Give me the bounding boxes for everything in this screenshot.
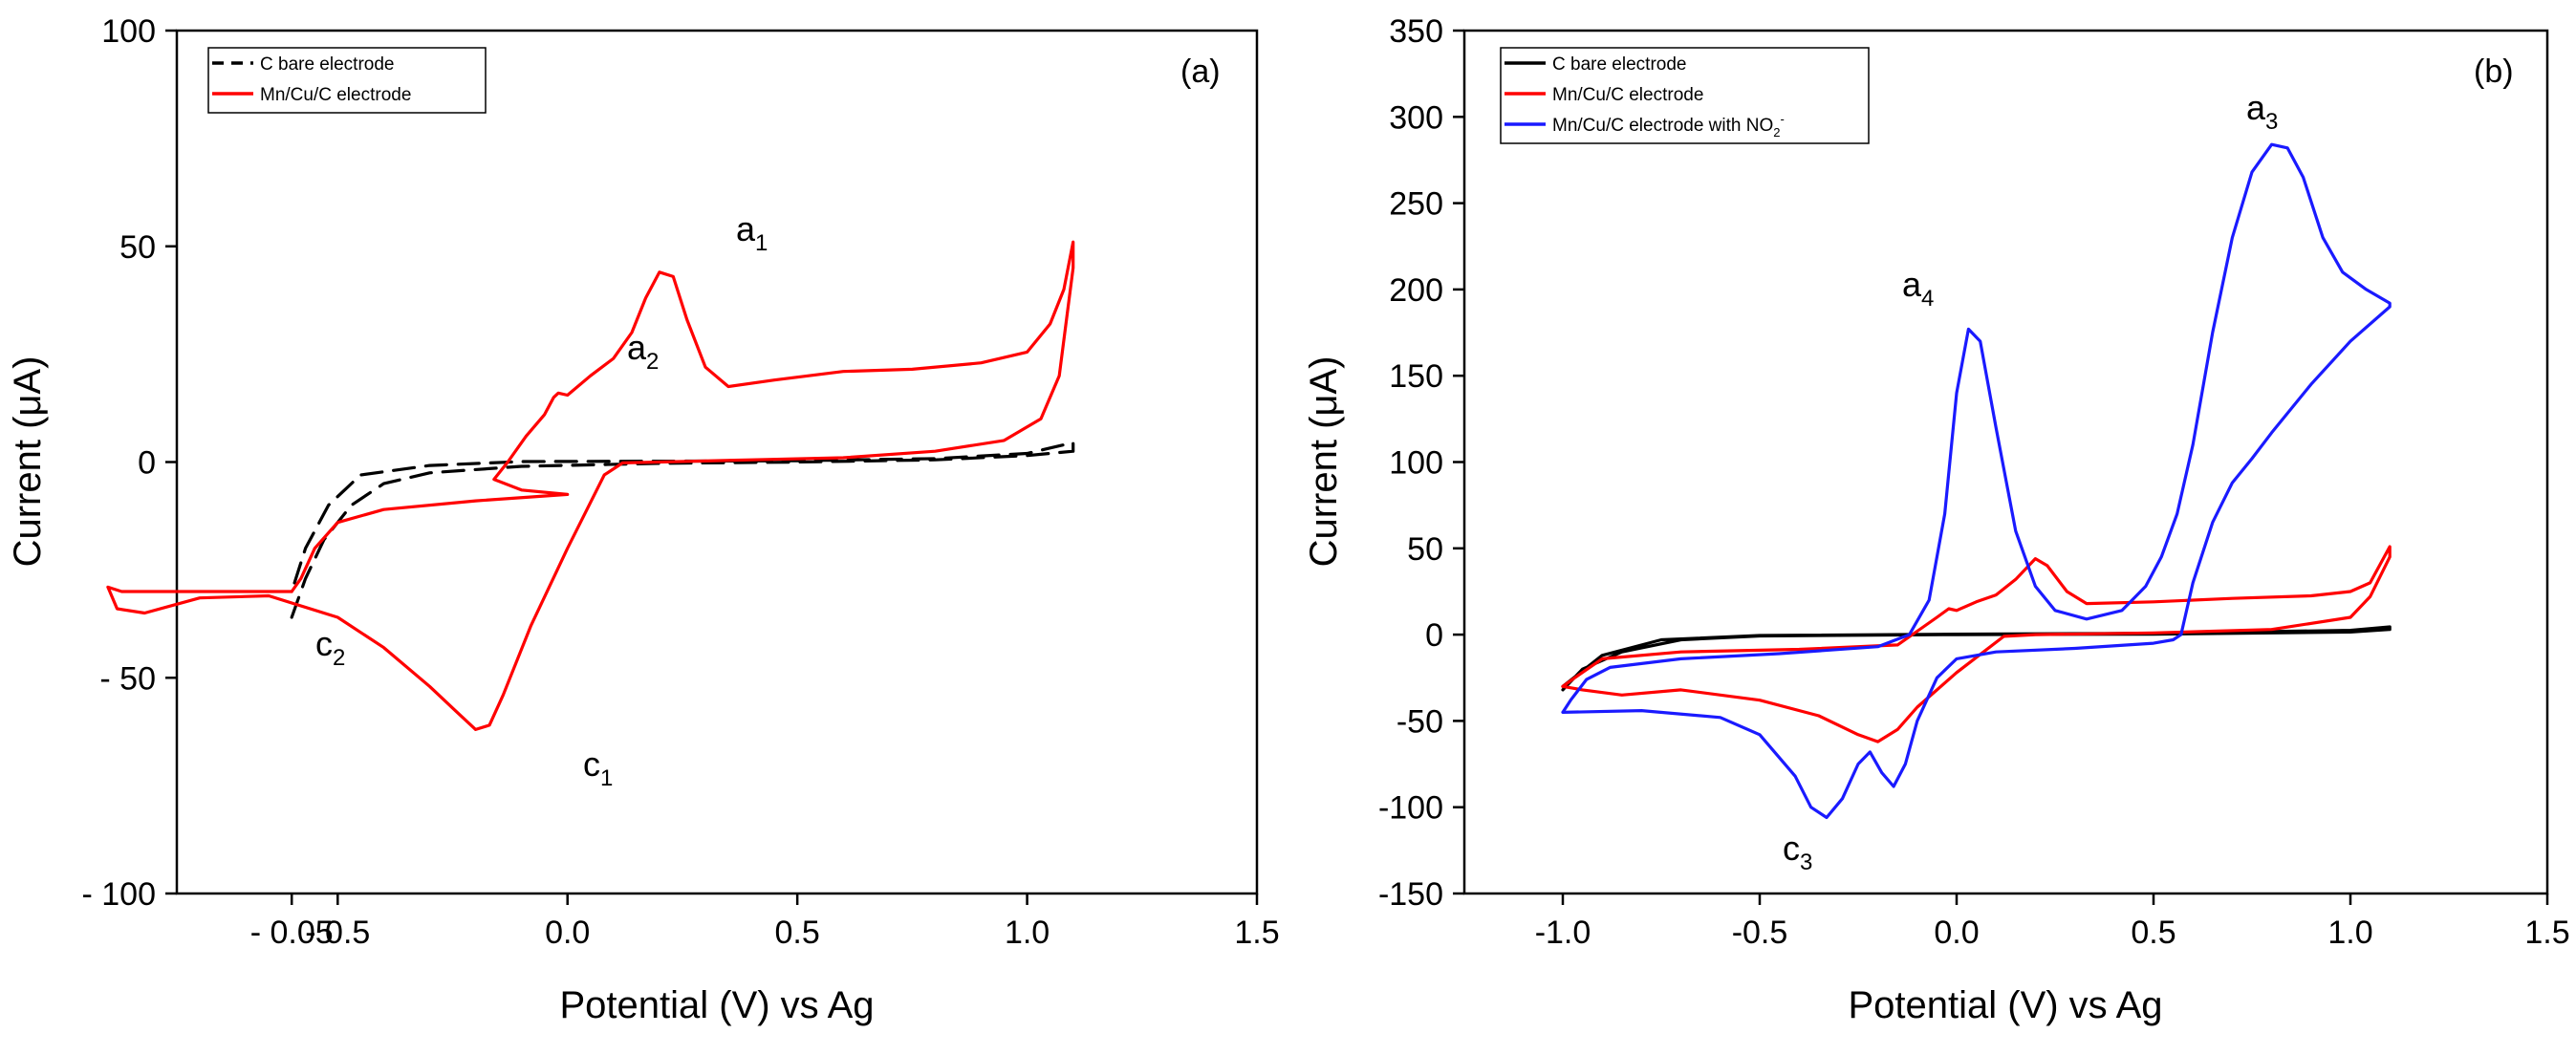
y-tick-label-a-2: 0 [138, 445, 156, 482]
series-group-b [1561, 142, 2392, 820]
peak-label-a4: a4 [1902, 265, 1934, 312]
y-tick-label-b-8: -50 [1396, 703, 1443, 740]
x-tick-label-a-3: 0.5 [775, 915, 820, 951]
peak-label-c2: c2 [315, 624, 345, 671]
y-tick-label-b-3: 200 [1389, 272, 1443, 309]
peak-a3-letter: a [2246, 88, 2266, 127]
legend-b: C bare electrode Mn/Cu/C electrode Mn/Cu… [1500, 47, 1870, 144]
series-line-b-0 [1561, 625, 2392, 692]
x-tick-label-b-2: 0.0 [1934, 915, 1979, 951]
y-axis-title-b: Current (μA) [1303, 356, 1345, 568]
peak-a2-letter: a [627, 328, 647, 367]
series-line-b-2 [1561, 142, 2392, 820]
y-tick-label-a-0: 100 [101, 13, 156, 50]
panel-label-b: (b) [2474, 54, 2514, 90]
legend-box-a [207, 47, 487, 114]
y-ticks-b: 350 300 250 200 150 100 50 0 -50 -100 -150 [1378, 13, 1464, 913]
peak-c2-letter: c [315, 624, 333, 663]
peak-a1-letter: a [736, 209, 756, 248]
y-tick-label-b-9: -100 [1378, 790, 1443, 827]
legend-label-bare-b: C bare electrode [1552, 54, 1686, 75]
x-tick-label-b-3: 0.5 [2131, 915, 2176, 951]
x-tick-label-b-1: -0.5 [1732, 915, 1788, 951]
plot-frame-b [1462, 29, 2549, 895]
x-ticks-b: -1.0 -0.5 0.0 0.5 1.0 1.5 [1535, 894, 2570, 951]
peak-a4-letter: a [1902, 265, 1922, 304]
x-axis-title-a: Potential (V) vs Ag [559, 984, 874, 1026]
y-ticks-a: 100 50 0 - 50 - 100 [82, 13, 177, 913]
legend-a: C bare electrode Mn/Cu/C electrode [207, 47, 487, 114]
x-tick-label-a-4: 1.0 [1005, 915, 1050, 951]
x-tick-label-b-4: 1.0 [2327, 915, 2372, 951]
legend-label-mncu-a: Mn/Cu/C electrode [260, 85, 411, 105]
series-line-a-1 [106, 240, 1075, 731]
peak-c2-sub: 2 [333, 645, 345, 671]
peak-label-c3: c3 [1783, 829, 1812, 875]
peak-label-c1: c1 [583, 744, 613, 791]
peak-a3-sub: 3 [2265, 109, 2278, 135]
x-tick-label-a-1: - 0.5 [305, 915, 370, 951]
legend-label-bare-a: C bare electrode [260, 54, 394, 75]
series-group-a [106, 240, 1075, 731]
x-axis-title-b: Potential (V) vs Ag [1848, 984, 2162, 1026]
y-tick-label-b-5: 100 [1389, 445, 1443, 482]
x-tick-label-b-5: 1.5 [2524, 915, 2569, 951]
y-tick-label-b-4: 150 [1389, 358, 1443, 395]
legend-label-no2-b: Mn/Cu/C electrode with NO2- [1552, 112, 1785, 140]
panel-label-a: (a) [1180, 54, 1221, 90]
legend-label-no2-sup: - [1780, 112, 1784, 126]
y-axis-title-a: Current (μA) [7, 356, 49, 568]
y-tick-label-b-7: 0 [1425, 617, 1443, 654]
peak-c3-sub: 3 [1800, 850, 1812, 875]
peak-c3-letter: c [1783, 829, 1800, 868]
y-tick-label-b-1: 300 [1389, 99, 1443, 136]
x-tick-label-a-0: - 0.05 [250, 915, 334, 951]
peak-c1-letter: c [583, 744, 600, 784]
y-tick-label-a-1: 50 [119, 229, 156, 266]
peak-a1-sub: 1 [755, 230, 768, 256]
peak-c1-sub: 1 [600, 765, 613, 791]
peak-label-a1: a1 [736, 209, 768, 256]
peak-label-a2: a2 [627, 328, 659, 375]
peak-a2-sub: 2 [646, 349, 659, 375]
y-tick-label-b-0: 350 [1389, 13, 1443, 50]
chart-panel-b: -1.0 -0.5 0.0 0.5 1.0 1.5 350 300 250 200 150 100 5… [1303, 13, 2570, 1026]
series-line-a-0 [290, 441, 1075, 619]
peak-label-a3: a3 [2246, 88, 2278, 135]
y-tick-label-b-2: 250 [1389, 186, 1443, 223]
y-tick-label-a-4: - 100 [82, 876, 157, 913]
x-tick-label-a-2: 0.0 [545, 915, 590, 951]
legend-label-mncu-b: Mn/Cu/C electrode [1552, 85, 1703, 105]
series-line-b-1 [1561, 545, 2392, 743]
y-tick-label-a-3: - 50 [99, 660, 156, 697]
legend-box-b [1500, 47, 1870, 144]
x-ticks-a: - 0.05- 0.5 0.0 0.5 1.0 1.5 [250, 894, 1280, 951]
x-tick-label-b-0: -1.0 [1535, 915, 1591, 951]
y-tick-label-b-6: 50 [1407, 531, 1443, 568]
y-tick-label-b-10: -150 [1378, 876, 1443, 913]
x-tick-label-a-5: 1.5 [1234, 915, 1279, 951]
peak-a4-sub: 4 [1921, 286, 1934, 312]
legend-label-no2-sub: 2 [1773, 125, 1780, 140]
legend-label-no2-main: Mn/Cu/C electrode with NO [1552, 116, 1773, 136]
